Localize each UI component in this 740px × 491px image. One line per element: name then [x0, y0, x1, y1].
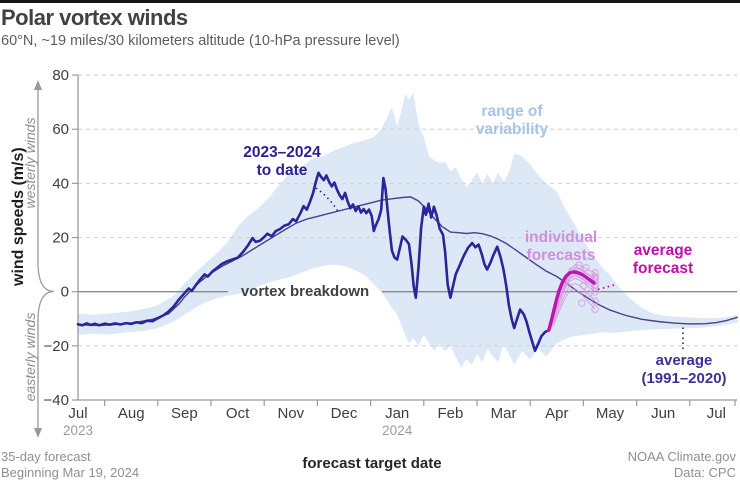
to-date-label: 2023–2024 to date [243, 144, 321, 179]
individual-forecasts-label: individual forecasts [524, 229, 598, 264]
y-tick-label: 60 [52, 121, 69, 138]
x-month-label: Sep [171, 405, 198, 422]
y-tick-label: −20 [44, 338, 69, 355]
page-subtitle: 60°N, ~19 miles/30 kilometers altitude (… [1, 33, 400, 49]
x-month-label: Jan [385, 405, 409, 422]
average-forecast-leader [595, 284, 615, 291]
annotation-leader-lines [315, 187, 684, 349]
variability-band [78, 92, 738, 368]
x-month-label: Mar [491, 405, 517, 422]
y-tick-label: 40 [52, 175, 69, 192]
x-month-label: Oct [226, 405, 250, 422]
x-month-label: Apr [545, 405, 568, 422]
page-title: Polar vortex winds [1, 5, 188, 30]
forecast-end-marker [591, 273, 599, 281]
top-border-rule [0, 0, 740, 3]
x-year-label: 2024 [382, 423, 413, 438]
forecast-member-line [548, 274, 596, 331]
x-axis-title: forecast target date [302, 455, 442, 472]
y-tick-label: 20 [52, 230, 69, 247]
easterly-winds-label: easterly winds [22, 312, 38, 402]
forecast-end-marker [578, 299, 586, 307]
forecast-end-marker [579, 281, 588, 290]
x-month-label: Jul [707, 405, 726, 422]
y-tick-label: 80 [52, 67, 69, 84]
x-month-label: Aug [118, 405, 145, 422]
y-tick-label: 0 [61, 284, 69, 301]
forecast-note: 35-day forecast Beginning Mar 19, 2024 [1, 449, 140, 480]
average-forecast-label: average forecast [632, 242, 694, 277]
forecast-end-marker [584, 290, 593, 298]
forecast-member-line [548, 277, 596, 331]
vortex-breakdown-label: vortex breakdown [240, 283, 370, 300]
forecast-end-marker [591, 268, 599, 277]
forecast-end-marker [591, 305, 599, 314]
x-month-label: Dec [331, 405, 358, 422]
forecast-member-line [548, 288, 596, 331]
arrow-down-icon [34, 428, 42, 438]
x-month-label: Jul [68, 405, 87, 422]
forecast-end-marker [591, 283, 599, 292]
x-month-label: Nov [277, 405, 304, 422]
westerly-winds-label: westerly winds [22, 117, 38, 209]
source-credit: NOAA Climate.gov Data: CPC [627, 449, 736, 480]
x-year-label: 2023 [63, 423, 93, 438]
forecast-end-marker [591, 297, 599, 305]
forecast-member-line [548, 283, 596, 331]
y-tick-label: −40 [44, 392, 69, 409]
x-month-label: Feb [437, 405, 463, 422]
arrow-up-icon [34, 80, 42, 90]
average-forecast-line [547, 270, 596, 332]
forecast-end-marker [575, 261, 583, 269]
forecast-end-marker [582, 264, 590, 272]
average-1991-2020-label: average (1991–2020) [641, 352, 727, 387]
range-of-variability-label: range of variability [475, 103, 549, 138]
x-month-label: Jun [651, 405, 675, 422]
to-date-leader [315, 187, 340, 214]
y-axis-brace [34, 80, 55, 438]
to-date-line [76, 171, 551, 353]
forecast-end-marker [591, 287, 599, 296]
x-month-label: May [596, 405, 625, 422]
